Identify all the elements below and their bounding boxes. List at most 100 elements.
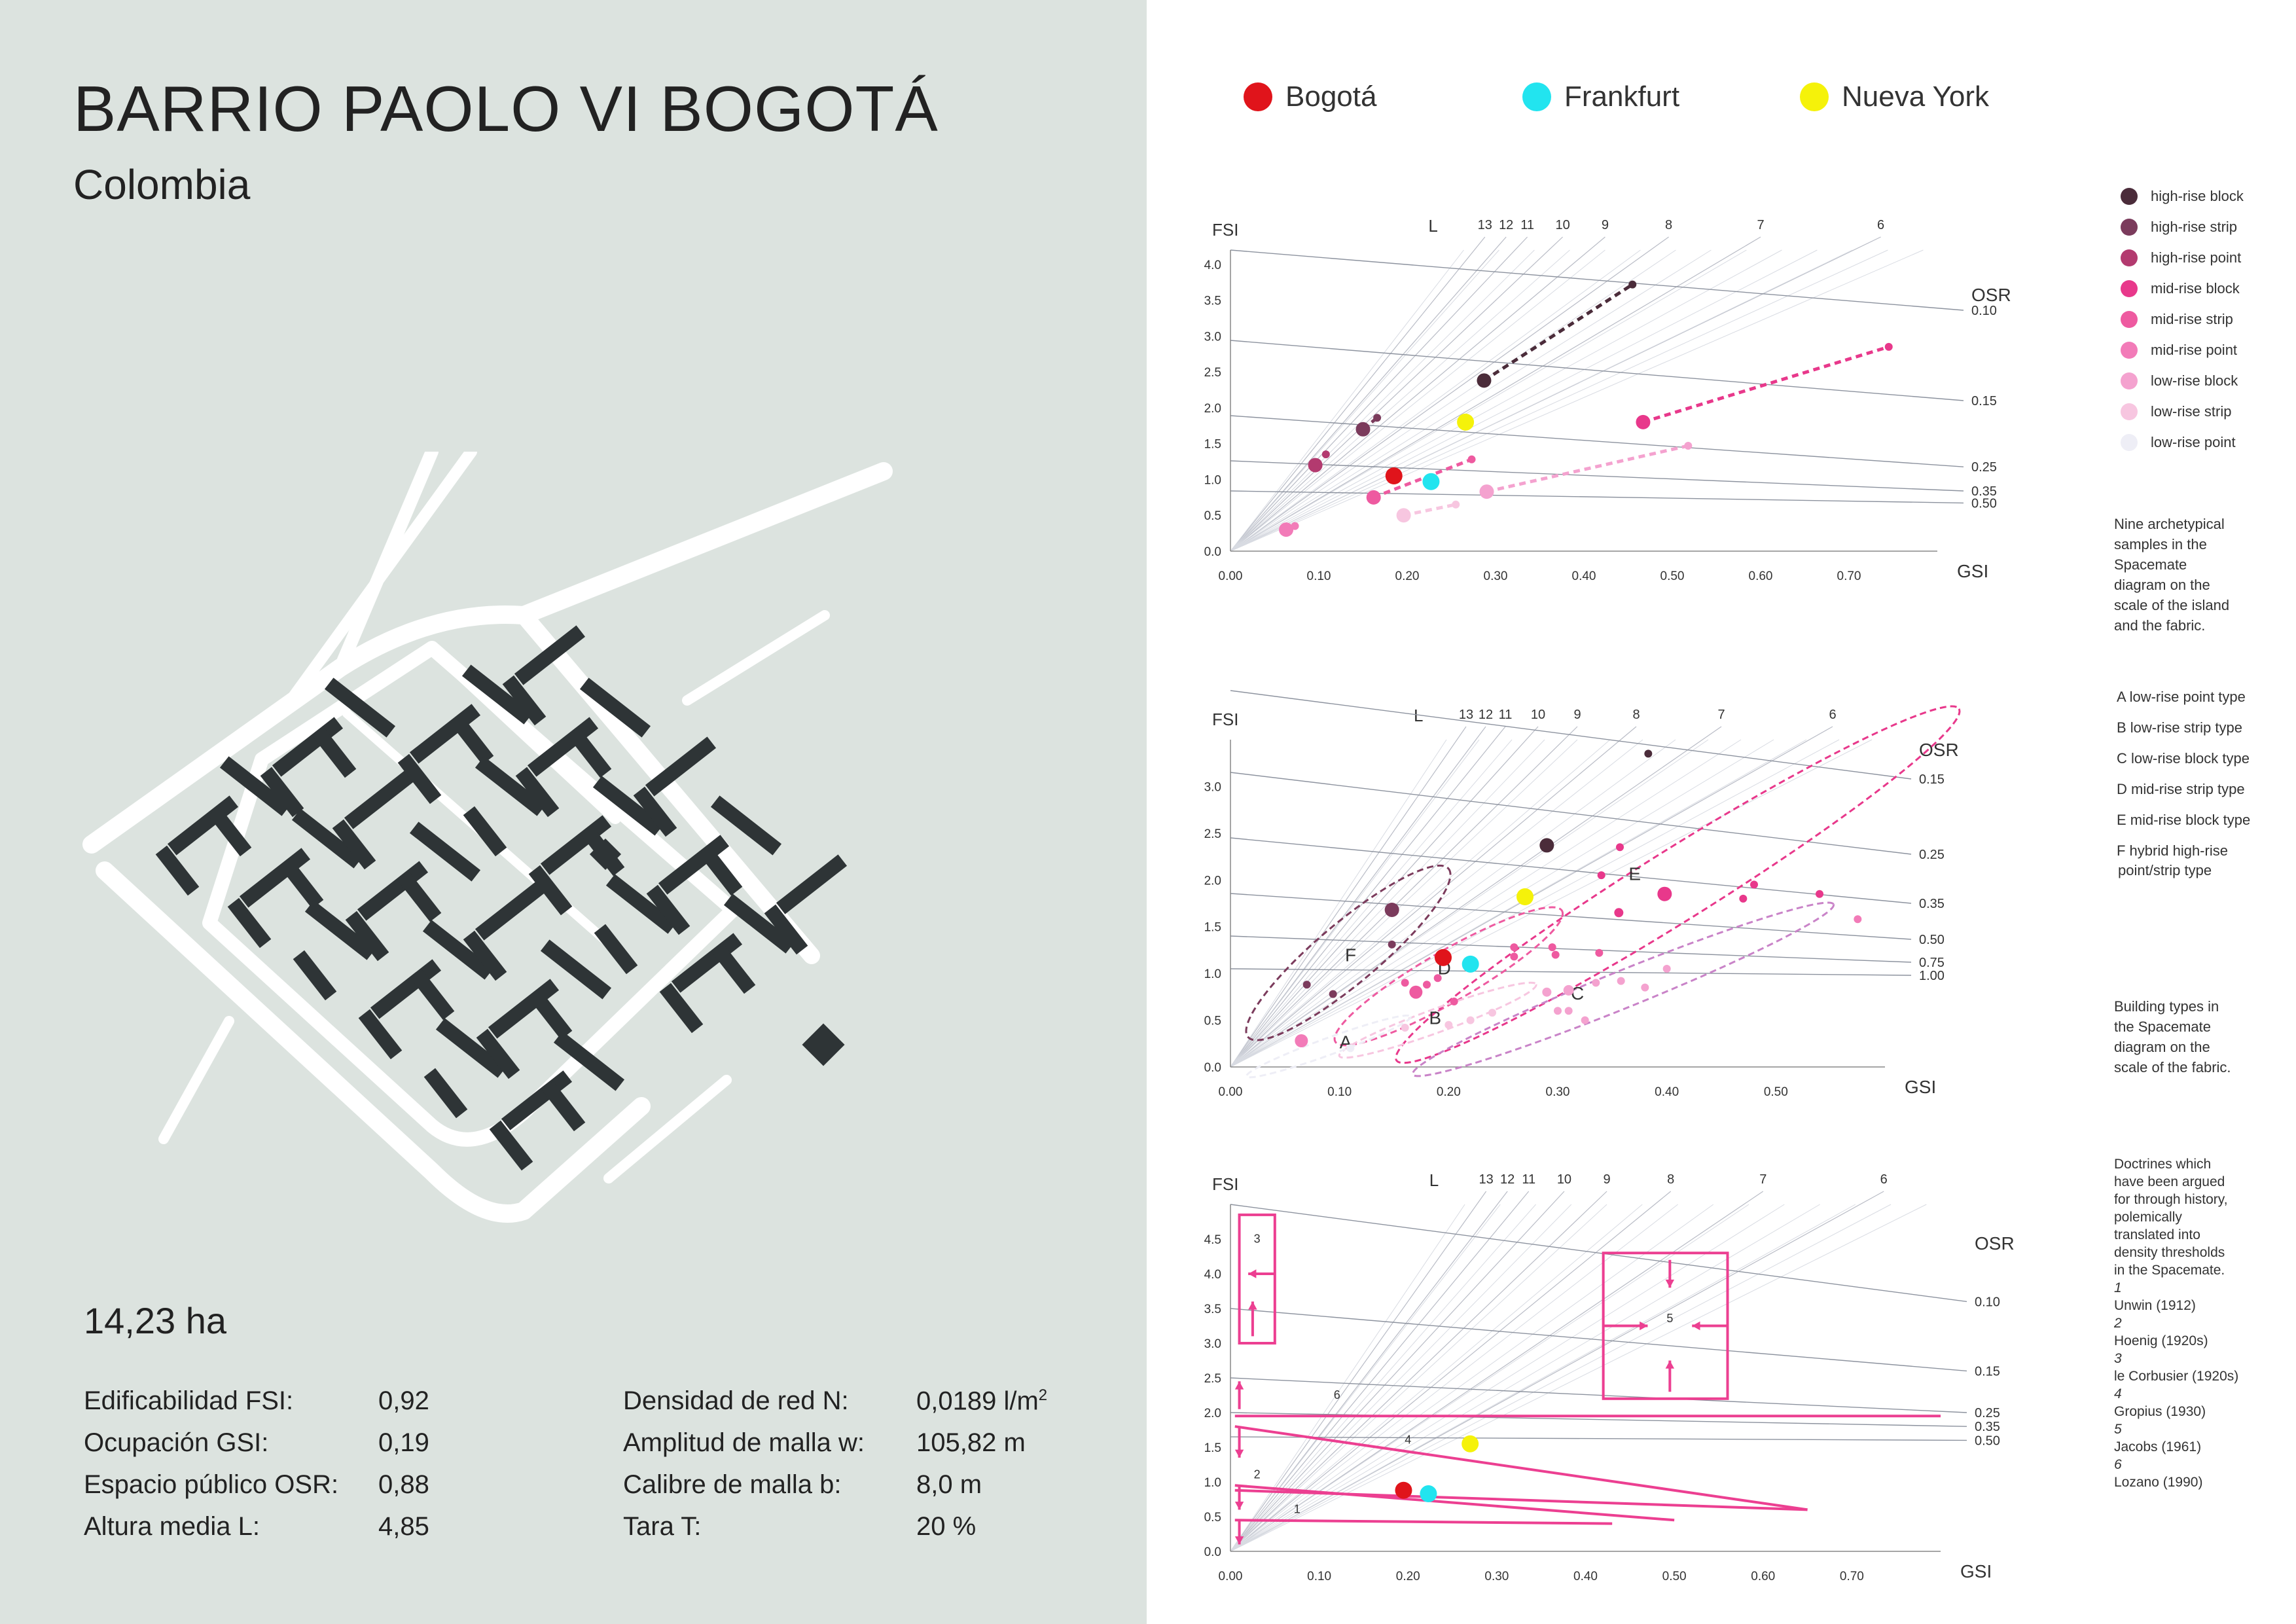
doctrine-number: 3 <box>1254 1232 1261 1245</box>
data-point <box>1539 838 1554 853</box>
y-tick-label: 0.0 <box>1204 1061 1221 1075</box>
L-line <box>1230 236 1605 552</box>
y-tick-label: 2.0 <box>1204 1407 1221 1420</box>
L-fan-minor <box>1230 1204 1643 1552</box>
series-swatch <box>2121 372 2138 389</box>
L-value: 9 <box>1573 708 1581 722</box>
building <box>410 969 455 1020</box>
doctrines-caption: Doctrines which have been argued for throu… <box>2114 1157 2239 1490</box>
stat-value-fsi: 0,92 <box>378 1386 429 1415</box>
L-value: 9 <box>1602 218 1609 232</box>
OSR-line <box>1230 1204 1967 1303</box>
building-blocks <box>155 625 848 1171</box>
doctrine-arrowhead <box>1665 1360 1675 1369</box>
L-fan-minor <box>1230 739 1774 1068</box>
series-legend-8: low-rise point <box>2121 433 2236 452</box>
stat-label-tare: Tara T: <box>623 1512 702 1541</box>
data-point <box>1321 450 1330 459</box>
group-label: C <box>1571 983 1584 1003</box>
y-axis-label: FSI <box>1212 710 1238 729</box>
data-point <box>1396 508 1411 523</box>
caption-archetypes: Nine archetypical samples in the Spacemate… <box>2114 516 2230 634</box>
x-tick-label: 0.00 <box>1219 1570 1243 1583</box>
y-tick-label: 4.5 <box>1204 1233 1221 1247</box>
OSR-line <box>1230 772 1912 855</box>
y-tick-label: 1.0 <box>1204 1476 1221 1490</box>
y-tick-label: 3.5 <box>1204 295 1221 308</box>
L-value: 6 <box>1829 708 1836 722</box>
doctrine-number: 1 <box>1294 1503 1300 1516</box>
L-value: 10 <box>1531 708 1545 722</box>
L-fan-minor <box>1230 1204 1501 1552</box>
series-legend-7: low-rise strip <box>2121 402 2231 422</box>
OSR-value: 0.50 <box>1919 933 1945 947</box>
doctrine-arrowhead <box>1665 1279 1675 1288</box>
building <box>463 930 507 981</box>
data-point <box>1457 413 1475 431</box>
left-panel: BARRIO PAOLO VI BOGOTÁ Colombia 14,23 ha… <box>0 0 1147 1624</box>
spacemate-chart-doctrines: 13 12 11 10 9 8 7 6L0.100.150.250.350.50OSR0.00… <box>1204 1170 2015 1583</box>
group-label: B <box>1429 1007 1441 1028</box>
L-axis-label: L <box>1428 216 1437 236</box>
x-tick-label: 0.30 <box>1484 1570 1509 1583</box>
data-point <box>1479 484 1494 499</box>
L-value: 13 <box>1478 218 1492 232</box>
OSR-value: 0.10 <box>1975 1295 2000 1309</box>
building <box>260 767 304 818</box>
series-legend-3: mid-rise block <box>2121 279 2240 298</box>
OSR-value: 0.75 <box>1919 956 1945 970</box>
L-fan-minor <box>1230 249 1464 552</box>
L-line <box>1230 1191 1884 1552</box>
series-label: mid-rise block <box>2151 280 2240 297</box>
building <box>304 900 376 960</box>
OSR-value: 0.15 <box>1971 394 1997 408</box>
stat-value-osr: 0,88 <box>378 1470 429 1499</box>
L-value: 6 <box>1880 1172 1888 1187</box>
road-main <box>82 462 893 854</box>
data-point <box>1884 342 1893 351</box>
building <box>764 904 808 955</box>
data-point <box>1516 888 1534 905</box>
building <box>227 897 272 948</box>
stat-value-mesh-width: 105,82 m <box>916 1428 1026 1457</box>
L-line <box>1230 236 1761 552</box>
y-tick-label: 1.0 <box>1204 473 1221 487</box>
building <box>567 727 612 778</box>
x-tick-label: 0.30 <box>1546 1085 1570 1099</box>
data-point <box>1548 943 1556 952</box>
x-tick-label: 0.10 <box>1307 569 1331 583</box>
building <box>279 858 324 909</box>
building <box>475 756 547 816</box>
spacemate-chart-building-types: 13 12 11 10 9 8 7 6 L 0.15 0.25 0.35 0.50 0.751.00 OSR… <box>1204 690 1961 1099</box>
y-tick-label: 0.5 <box>1204 509 1221 523</box>
L-value: 8 <box>1665 218 1672 232</box>
data-point <box>1462 1435 1479 1453</box>
L-line <box>1230 726 1539 1068</box>
building <box>435 1018 507 1078</box>
data-point <box>1816 890 1823 898</box>
page-title: BARRIO PAOLO VI BOGOTÁ <box>73 73 939 145</box>
x-tick-label: 0.40 <box>1572 569 1596 583</box>
L-value: 11 <box>1522 1172 1535 1187</box>
building-square-large <box>802 1023 845 1066</box>
L-fan-minor <box>1230 739 1480 1068</box>
OSR-value: 0.35 <box>1971 484 1997 499</box>
data-point <box>1355 422 1371 437</box>
trend-line <box>1483 283 1634 382</box>
legend-label-frankfurt: Frankfurt <box>1564 81 1680 113</box>
building <box>397 871 442 922</box>
L-value: 10 <box>1555 218 1570 232</box>
y-tick-label: 3.5 <box>1204 1303 1221 1316</box>
L-value: 12 <box>1479 708 1493 722</box>
x-tick-label: 0.50 <box>1660 569 1685 583</box>
y-tick-label: 2.0 <box>1204 402 1221 416</box>
L-fan-minor <box>1230 739 1676 1068</box>
data-point <box>1346 1044 1355 1053</box>
series-label: high-rise strip <box>2151 219 2238 235</box>
OSR-value: 0.50 <box>1971 496 1997 511</box>
y-tick-label: 1.5 <box>1204 921 1221 935</box>
L-fan-minor <box>1230 739 1578 1068</box>
doctrine-line <box>1234 1489 1808 1511</box>
L-value: 13 <box>1479 1172 1493 1187</box>
L-fan-minor <box>1230 739 1447 1068</box>
